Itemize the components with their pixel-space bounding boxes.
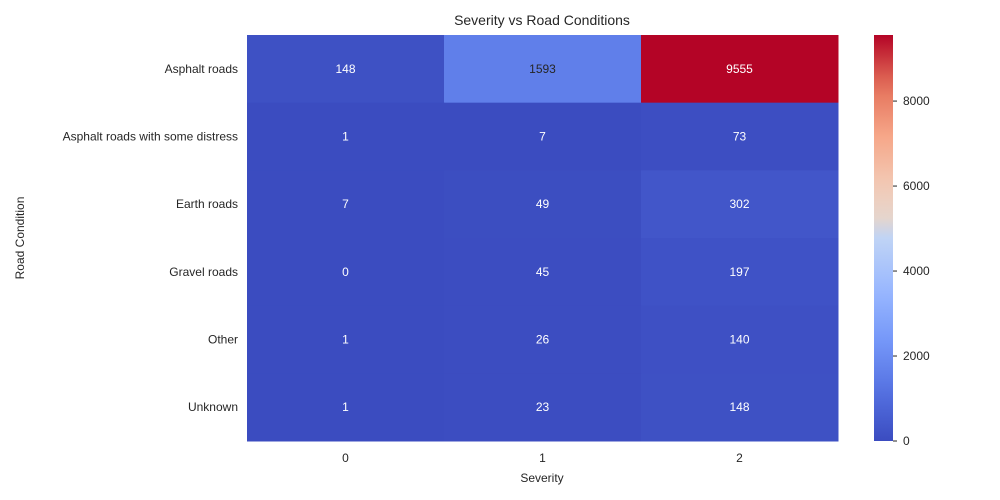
heatmap-cell — [247, 373, 445, 442]
cell-value-label: 0 — [342, 265, 349, 279]
colorbar-ticks: 0 2000 4000 6000 8000 — [893, 94, 930, 448]
cell-labels: 148 1593 9555 1 7 73 7 49 302 0 45 197 1 26 140 1 23 148 — [335, 62, 753, 414]
cell-value-label: 49 — [536, 197, 550, 211]
heatmap-cell — [247, 238, 445, 307]
heatmap-cell — [641, 170, 839, 239]
y-axis-label: Road Condition — [13, 197, 27, 280]
heatmap-cell — [641, 238, 839, 307]
heatmap-cell — [247, 35, 445, 104]
heatmap-cell — [444, 35, 642, 104]
heatmap-cell — [444, 102, 642, 171]
colorbar-tick-label: 4000 — [903, 264, 930, 278]
heatmap-cell — [444, 373, 642, 442]
cell-value-label: 148 — [729, 400, 749, 414]
cell-value-label: 1 — [342, 333, 349, 347]
heatmap-cell — [641, 102, 839, 171]
cell-value-label: 1593 — [529, 62, 556, 76]
heatmap-cell — [247, 170, 445, 239]
heatmap-cells — [247, 35, 839, 442]
y-axis-ticks: Asphalt roads Asphalt roads with some dis… — [63, 62, 238, 414]
y-tick-label: Earth roads — [176, 197, 238, 211]
heatmap-cell — [444, 305, 642, 374]
heatmap-cell — [641, 35, 839, 104]
y-tick-label: Gravel roads — [169, 265, 238, 279]
x-axis-ticks: 0 1 2 — [342, 451, 743, 465]
cell-value-label: 197 — [729, 265, 749, 279]
colorbar-tick-label: 0 — [903, 434, 910, 448]
y-tick-label: Asphalt roads — [165, 62, 238, 76]
cell-value-label: 148 — [335, 62, 355, 76]
cell-value-label: 1 — [342, 400, 349, 414]
cell-value-label: 73 — [733, 130, 747, 144]
cell-value-label: 45 — [536, 265, 550, 279]
heatmap-cell — [444, 238, 642, 307]
y-tick-label: Asphalt roads with some distress — [63, 130, 238, 144]
x-axis-label: Severity — [520, 471, 563, 485]
cell-value-label: 23 — [536, 400, 550, 414]
cell-value-label: 9555 — [726, 62, 753, 76]
x-tick-label: 0 — [342, 451, 349, 465]
y-tick-label: Unknown — [188, 400, 238, 414]
cell-value-label: 140 — [729, 333, 749, 347]
chart-title: Severity vs Road Conditions — [454, 12, 630, 28]
cell-value-label: 26 — [536, 333, 550, 347]
x-tick-label: 2 — [736, 451, 743, 465]
cell-value-label: 7 — [342, 197, 349, 211]
colorbar-tick-label: 8000 — [903, 94, 930, 108]
colorbar — [874, 35, 893, 441]
colorbar-tick-label: 2000 — [903, 349, 930, 363]
x-tick-label: 1 — [539, 451, 546, 465]
heatmap-cell — [641, 305, 839, 374]
heatmap-cell — [444, 170, 642, 239]
cell-value-label: 302 — [729, 197, 749, 211]
colorbar-tick-label: 6000 — [903, 179, 930, 193]
heatmap-cell — [247, 102, 445, 171]
y-tick-label: Other — [208, 333, 238, 347]
heatmap-cell — [641, 373, 839, 442]
heatmap-cell — [247, 305, 445, 374]
cell-value-label: 7 — [539, 130, 546, 144]
cell-value-label: 1 — [342, 130, 349, 144]
